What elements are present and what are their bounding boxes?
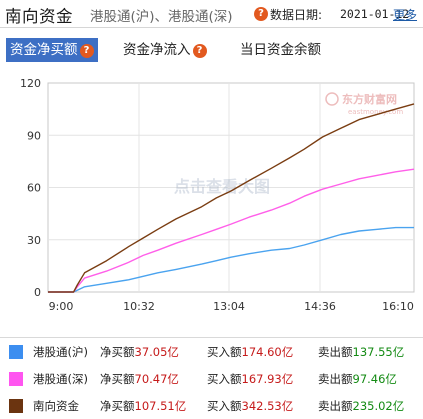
sell-label: 卖出额 (318, 372, 353, 386)
legend-row: 港股通(沪) 净买额37.05亿 买入额174.60亿 卖出额137.55亿 (0, 338, 423, 365)
x-axis-ticks: 9:00 10:32 13:04 14:36 16:10 (49, 300, 414, 313)
series-line (48, 168, 415, 293)
series-line (48, 226, 414, 293)
net-buy-value: 37.05亿 (134, 345, 179, 359)
brand-logo-icon (325, 92, 339, 106)
tab-daily-balance[interactable]: 当日资金余额 (240, 38, 321, 62)
y-tick-label: 120 (20, 77, 41, 90)
help-icon[interactable]: ? (254, 7, 268, 21)
more-link[interactable]: 更多 (393, 8, 418, 22)
x-tick-label: 10:32 (123, 300, 155, 313)
buy-value: 342.53亿 (241, 399, 294, 413)
tab-bar: 资金净买额? 资金净流入? 当日资金余额 (0, 38, 423, 64)
x-tick-label: 9:00 (49, 300, 74, 313)
legend-series-name: 南向资金 (33, 399, 79, 413)
tab-net-buy-label: 资金净买额 (10, 42, 78, 58)
tab-daily-balance-label: 当日资金余额 (240, 42, 321, 58)
net-buy-value: 107.51亿 (134, 399, 187, 413)
buy-label: 买入额 (207, 399, 242, 413)
y-tick-label: 90 (27, 129, 41, 142)
y-tick-label: 30 (27, 234, 41, 247)
help-icon[interactable]: ? (79, 44, 94, 58)
net-buy-label: 净买额 (100, 345, 135, 359)
net-buy-label: 净买额 (100, 372, 135, 386)
chart-series (48, 103, 415, 293)
legend-swatch[interactable] (9, 372, 23, 386)
legend-series-name: 港股通(深) (33, 372, 88, 386)
sell-label: 卖出额 (318, 399, 353, 413)
tab-net-inflow[interactable]: 资金净流入? (123, 38, 207, 62)
legend-swatch[interactable] (9, 399, 23, 413)
net-buy-label: 净买额 (100, 399, 135, 413)
tab-net-buy[interactable]: 资金净买额? (6, 38, 98, 62)
net-buy-chart[interactable]: 0 30 60 90 120 9:00 10:32 13:04 14:36 16:10 东方财富… (0, 68, 423, 330)
series-line (48, 103, 415, 293)
legend-row: 南向资金 净买额107.51亿 买入额342.53亿 卖出额235.02亿 (0, 392, 423, 419)
page-title: 南向资金 (5, 7, 73, 26)
buy-label: 买入额 (207, 345, 242, 359)
sell-value: 137.55亿 (352, 345, 405, 359)
header: 南向资金 港股通(沪)、港股通(深) ? 数据日期: 2021-01-12 更多 (0, 0, 423, 28)
x-tick-label: 14:36 (304, 300, 336, 313)
watermark-center-text: 点击查看大图 (174, 177, 270, 196)
page-subtitle: 港股通(沪)、港股通(深) (90, 9, 233, 25)
y-axis-ticks: 0 30 60 90 120 (20, 77, 41, 299)
help-icon[interactable]: ? (192, 44, 207, 58)
sell-value: 97.46亿 (352, 372, 397, 386)
legend-table: 港股通(沪) 净买额37.05亿 买入额174.60亿 卖出额137.55亿 港股通(深… (0, 337, 423, 419)
sell-label: 卖出额 (318, 345, 353, 359)
date-value: 2021-01-12 (340, 7, 410, 21)
watermark-url: eastmoney.com (348, 108, 403, 116)
tab-net-inflow-label: 资金净流入 (123, 42, 191, 58)
buy-value: 174.60亿 (241, 345, 294, 359)
legend-swatch[interactable] (9, 345, 23, 359)
x-tick-label: 13:04 (213, 300, 245, 313)
y-tick-label: 0 (34, 286, 41, 299)
x-tick-label: 16:10 (382, 300, 414, 313)
legend-series-name: 港股通(沪) (33, 345, 88, 359)
buy-value: 167.93亿 (241, 372, 294, 386)
watermark-brand: 东方财富网 (342, 92, 397, 106)
buy-label: 买入额 (207, 372, 242, 386)
sell-value: 235.02亿 (352, 399, 405, 413)
net-buy-value: 70.47亿 (134, 372, 179, 386)
y-tick-label: 60 (27, 182, 41, 195)
date-label: 数据日期: (270, 8, 323, 22)
legend-row: 港股通(深) 净买额70.47亿 买入额167.93亿 卖出额97.46亿 (0, 365, 423, 392)
